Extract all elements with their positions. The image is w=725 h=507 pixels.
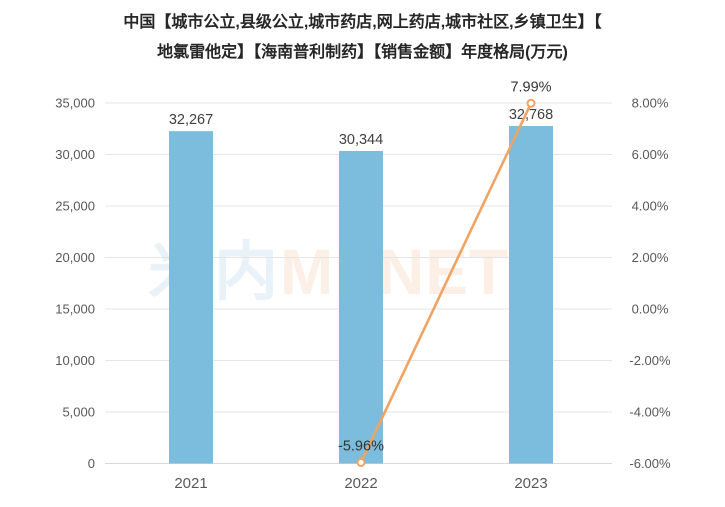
right-axis-tick-label: 8.00% [632, 96, 669, 111]
left-axis-tick-label: 20,000 [55, 250, 95, 265]
right-axis-tick-label: 0.00% [632, 302, 669, 317]
category-label: 2023 [514, 475, 547, 492]
chart-title-line-2: 地氯雷他定】【海南普利制药】【销售金额】年度格局(万元) [157, 44, 568, 61]
bar-value-label: 32,768 [509, 107, 553, 123]
trend-value-label: 7.99% [510, 79, 551, 95]
left-axis-tick-label: 5,000 [62, 405, 95, 420]
right-axis-tick-label: -6.00% [629, 456, 671, 471]
right-axis-tick-label: 4.00% [632, 199, 669, 214]
trend-marker [356, 457, 366, 467]
watermark-en-text: MENET [280, 236, 509, 308]
bar-value-label: 30,344 [339, 132, 383, 148]
chart-title-line-1: 中国【城市公立,县级公立,城市药店,网上药店,城市社区,乡镇卫生】【 [123, 14, 602, 31]
chart-title: 中国【城市公立,县级公立,城市药店,网上药店,城市社区,乡镇卫生】【 地氯雷他定… [0, 8, 725, 68]
trend-line [359, 101, 533, 464]
trend-value-label: -5.96% [338, 438, 384, 454]
right-axis-tick-label: 2.00% [632, 250, 669, 265]
bar-2021 [169, 131, 213, 464]
left-axis-tick-label: 0 [88, 456, 95, 471]
left-axis-tick-label: 10,000 [55, 353, 95, 368]
trend-marker [526, 98, 536, 108]
left-axis-tick-label: 35,000 [55, 96, 95, 111]
right-axis-tick-label: -4.00% [629, 405, 671, 420]
bar-2023 [509, 125, 553, 464]
bar-2022 [339, 150, 383, 464]
right-axis-tick-label: -2.00% [629, 353, 671, 368]
right-axis-tick-label: 6.00% [632, 147, 669, 162]
left-axis-tick-label: 15,000 [55, 302, 95, 317]
category-label: 2021 [174, 475, 207, 492]
bar-value-label: 32,267 [169, 112, 213, 128]
category-label: 2022 [344, 475, 377, 492]
left-axis-tick-label: 25,000 [55, 199, 95, 214]
left-axis-tick-label: 30,000 [55, 147, 95, 162]
